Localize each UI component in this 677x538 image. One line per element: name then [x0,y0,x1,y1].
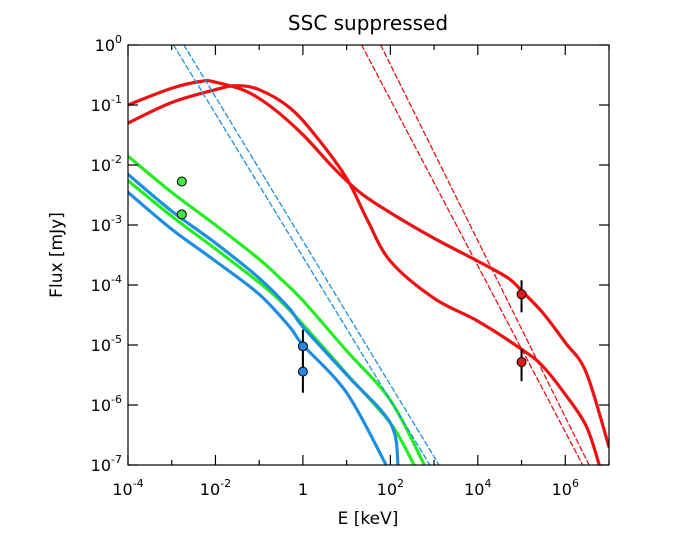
series-layer [128,45,609,465]
y-tick-label: 10-4 [91,273,122,295]
series-line-3 [128,154,426,465]
y-axis-title: Flux [mJy] [47,212,67,298]
x-tick-label: 10-2 [200,477,231,499]
data-point-3 [297,341,308,352]
y-tick-label: 10-6 [91,393,122,415]
plot-frame [127,44,610,466]
y-tick-label: 10-1 [91,93,122,115]
series-line-8 [183,45,440,465]
data-point-2 [176,209,187,220]
data-point-1 [176,176,187,187]
y-tick-label: 10-2 [91,153,122,175]
y-tick-label: 10-3 [91,213,122,235]
x-tick-label: 104 [464,477,491,499]
data-point-5 [516,289,527,300]
data-point-6 [516,357,527,368]
series-line-10 [380,45,590,465]
series-line-4 [128,178,416,465]
x-tick-label: 106 [552,477,579,499]
data-point-4 [297,366,308,377]
y-tick-label: 10-5 [91,333,122,355]
x-axis-title: E [keV] [338,509,399,529]
x-tick-label: 10-4 [112,477,143,499]
x-tick-label: 102 [377,477,404,499]
series-line-2 [128,84,601,465]
y-tick-label: 100 [95,33,122,55]
series-line-1 [128,78,609,449]
series-line-9 [360,45,584,465]
y-tick-label: 10-7 [91,453,122,475]
series-line-7 [172,45,431,465]
chart-title: SSC suppressed [288,11,448,35]
marker-layer [176,176,527,393]
series-line-5 [128,172,400,465]
x-tick-label: 1 [298,480,308,499]
tick-layer: 10-4 10-2 1 102 104 10610010-110-210-310-410-… [91,33,610,499]
series-line-6 [128,190,388,465]
